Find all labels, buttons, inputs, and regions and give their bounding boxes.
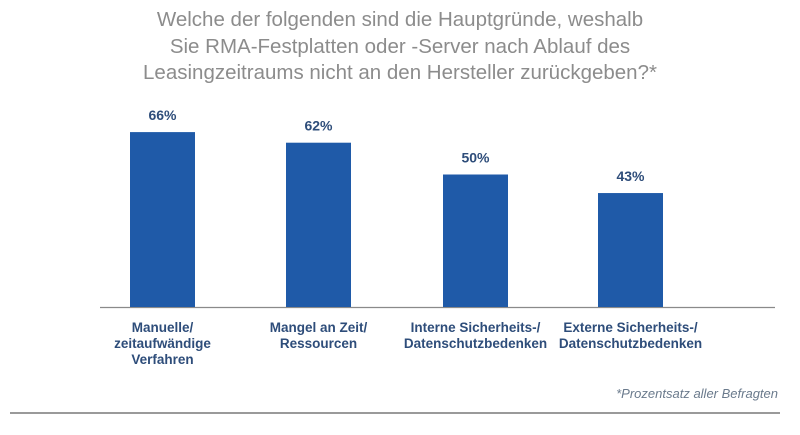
data-label: 66% xyxy=(148,107,177,123)
x-tick-label: zeitaufwändige xyxy=(114,336,211,351)
x-tick-label: Externe Sicherheits-/ xyxy=(563,320,698,335)
chart-title: Welche der folgenden sind die Hauptgründ… xyxy=(80,7,720,87)
x-tick-label: Manuelle/ xyxy=(132,320,194,335)
bar xyxy=(286,142,351,307)
bar xyxy=(598,193,663,307)
x-tick-label: Interne Sicherheits-/ xyxy=(411,320,541,335)
chart-title-line: Welche der folgenden sind die Hauptgründ… xyxy=(156,8,644,31)
chart-title-line: Leasingzeitraums nicht an den Hersteller… xyxy=(143,61,657,84)
x-tick-label: Datenschutzbedenken xyxy=(559,336,702,351)
x-tick-label: Verfahren xyxy=(131,352,193,367)
bottom-divider xyxy=(10,412,780,414)
data-label: 43% xyxy=(616,168,645,184)
x-tick-label: Ressourcen xyxy=(280,336,357,351)
data-label: 62% xyxy=(304,118,333,134)
chart-title-line: Sie RMA-Festplatten oder -Server nach Ab… xyxy=(169,34,631,58)
data-label: 50% xyxy=(461,150,490,166)
x-tick-label: Datenschutzbedenken xyxy=(404,336,547,351)
bar xyxy=(130,132,195,307)
x-tick-label: Mangel an Zeit/ xyxy=(270,320,368,335)
footnote: *Prozentsatz aller Befragten xyxy=(616,386,778,401)
bar xyxy=(443,174,508,307)
